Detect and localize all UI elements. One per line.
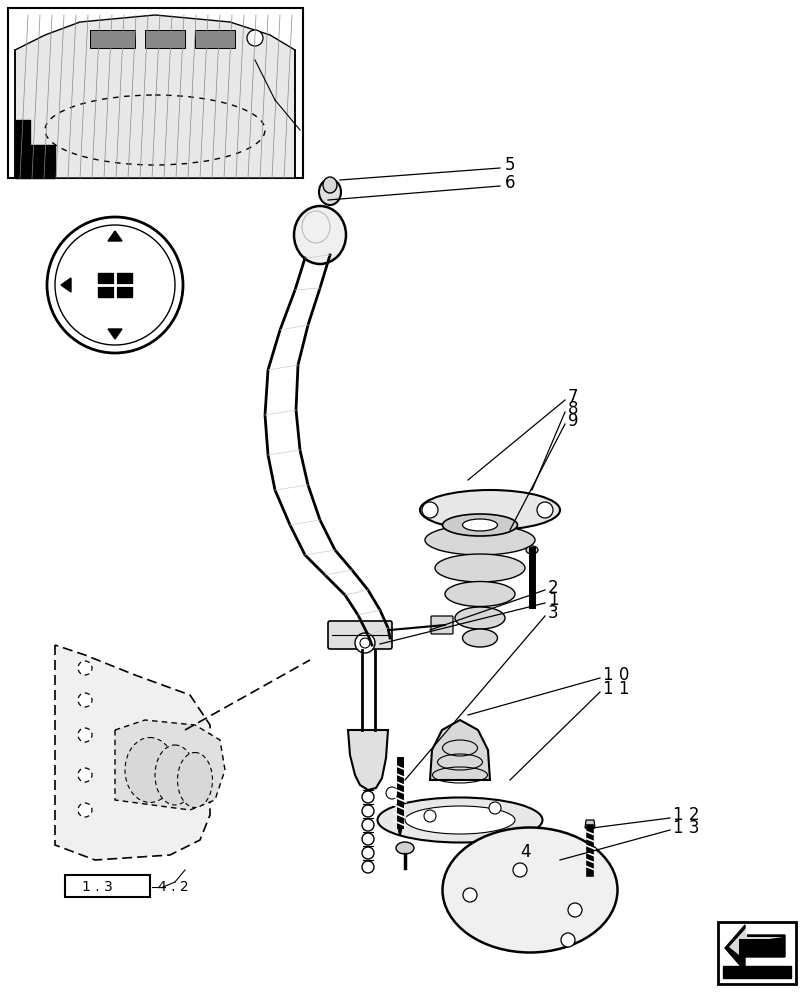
Circle shape [462, 888, 476, 902]
Circle shape [78, 661, 92, 675]
Ellipse shape [125, 737, 175, 802]
Polygon shape [108, 231, 122, 241]
Circle shape [78, 768, 92, 782]
Circle shape [422, 502, 437, 518]
Circle shape [354, 633, 375, 653]
Text: 3: 3 [547, 604, 558, 622]
Circle shape [488, 802, 500, 814]
FancyBboxPatch shape [431, 616, 453, 634]
Ellipse shape [178, 752, 212, 807]
Polygon shape [728, 927, 782, 955]
Bar [717, 922, 795, 984]
FancyBboxPatch shape [328, 621, 392, 649]
Circle shape [513, 863, 526, 877]
Text: 1 3: 1 3 [672, 819, 698, 837]
Ellipse shape [319, 179, 341, 205]
Ellipse shape [462, 629, 497, 647]
Text: 4 . 2: 4 . 2 [158, 880, 188, 894]
Text: 9: 9 [568, 412, 577, 430]
Ellipse shape [526, 546, 538, 554]
Text: 5: 5 [504, 156, 515, 174]
Circle shape [560, 933, 574, 947]
Bar [98, 273, 132, 297]
Text: 1 2: 1 2 [672, 806, 698, 824]
Circle shape [359, 638, 370, 648]
Circle shape [385, 787, 397, 799]
Polygon shape [348, 730, 388, 790]
Polygon shape [108, 329, 122, 339]
Ellipse shape [419, 490, 560, 530]
Polygon shape [115, 720, 225, 810]
Text: 4: 4 [519, 843, 530, 861]
Circle shape [78, 728, 92, 742]
Circle shape [536, 502, 552, 518]
Ellipse shape [155, 745, 195, 805]
Polygon shape [430, 720, 489, 780]
Ellipse shape [294, 206, 345, 264]
Circle shape [78, 803, 92, 817]
Ellipse shape [377, 797, 542, 842]
Ellipse shape [323, 177, 337, 193]
Text: 1 . 3: 1 . 3 [82, 880, 113, 894]
Text: 6: 6 [504, 174, 515, 192]
Ellipse shape [462, 519, 497, 531]
Text: 7: 7 [568, 388, 577, 406]
Text: 1 1: 1 1 [603, 680, 629, 698]
Ellipse shape [396, 842, 414, 854]
Polygon shape [584, 820, 594, 828]
Text: 8: 8 [568, 400, 577, 418]
Ellipse shape [454, 607, 504, 629]
Ellipse shape [435, 554, 525, 582]
Bar [195, 30, 234, 48]
Polygon shape [61, 278, 71, 292]
Ellipse shape [442, 514, 517, 536]
Ellipse shape [442, 827, 616, 952]
Circle shape [423, 810, 436, 822]
Polygon shape [55, 645, 210, 860]
Ellipse shape [405, 806, 514, 834]
Text: 1 0: 1 0 [603, 666, 629, 684]
Polygon shape [15, 15, 294, 178]
Bar [722, 966, 790, 978]
Ellipse shape [444, 582, 514, 606]
Bar [65, 875, 150, 897]
Bar [90, 30, 135, 48]
Ellipse shape [424, 525, 534, 555]
Circle shape [247, 30, 263, 46]
Text: 2: 2 [547, 579, 558, 597]
Circle shape [78, 693, 92, 707]
Bar [8, 8, 303, 178]
Circle shape [568, 903, 581, 917]
Text: 1: 1 [547, 591, 558, 609]
Bar [145, 30, 185, 48]
Polygon shape [16, 120, 55, 178]
Polygon shape [724, 925, 784, 971]
